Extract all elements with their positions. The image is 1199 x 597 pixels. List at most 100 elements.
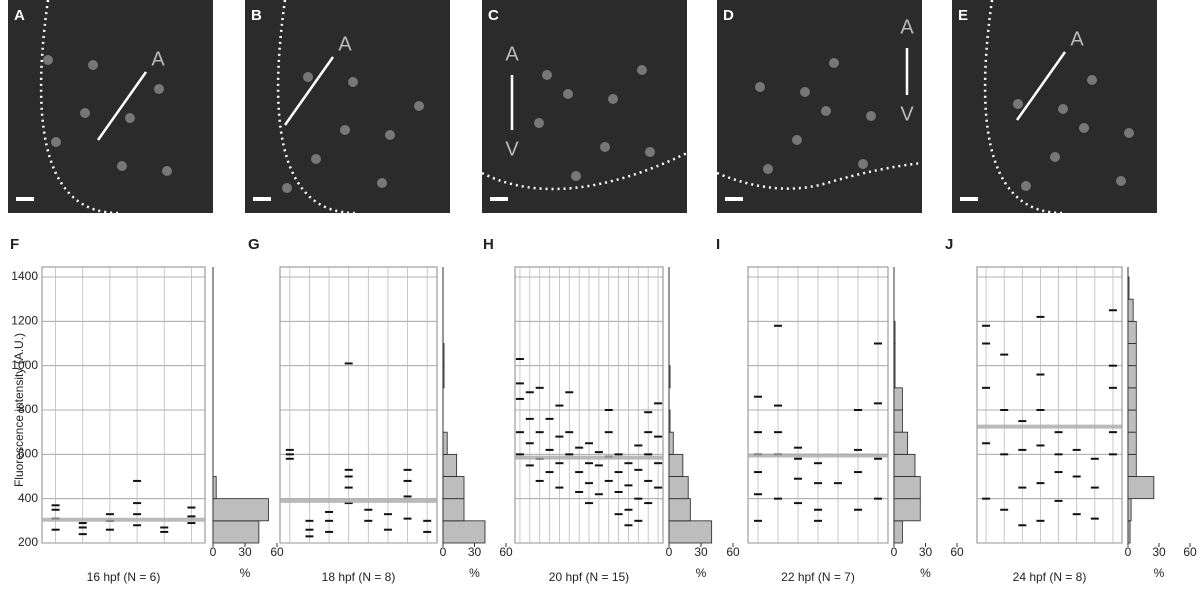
hist-bar: [893, 476, 921, 500]
image-panel: C A V: [481, 0, 688, 213]
scale-bar: [960, 197, 978, 201]
x-tick-label: 30: [238, 545, 252, 559]
boundary: [716, 161, 923, 190]
orientation-label: V: [900, 103, 914, 125]
orientation-label: A: [338, 33, 352, 55]
cell: [1124, 128, 1134, 138]
cell: [792, 135, 802, 145]
panel-label: B: [251, 7, 262, 24]
hist-bar: [212, 520, 260, 544]
cell: [600, 142, 610, 152]
hist-bar: [668, 453, 684, 477]
hist-bar: [893, 453, 916, 477]
arrow: [283, 56, 335, 126]
x-tick-label: 30: [919, 545, 933, 559]
hist-x-label: %: [240, 566, 251, 580]
image-panel: AA: [8, 0, 213, 215]
cell: [829, 58, 839, 68]
x-tick-label: 0: [1125, 545, 1132, 559]
cell: [800, 87, 810, 97]
image-panel: EA: [952, 0, 1157, 215]
orientation-label: A: [151, 48, 165, 70]
panel-label: A: [14, 7, 25, 24]
panel-label: E: [958, 7, 968, 24]
hist-bar: [668, 520, 713, 544]
plot-frame: [976, 266, 1123, 544]
hist-bar: [668, 365, 671, 389]
hist-bar: [1127, 431, 1137, 455]
cell: [1050, 152, 1060, 162]
image-panel: BA: [245, 0, 450, 215]
hist-bar: [442, 453, 458, 477]
cell: [80, 108, 90, 118]
hist-bar: [1127, 320, 1137, 344]
scale-bar: [16, 197, 34, 201]
x-tick-label: 30: [1152, 545, 1166, 559]
x-tick-label: 0: [210, 545, 217, 559]
cell: [162, 166, 172, 176]
hist-bar: [1127, 453, 1137, 477]
x-tick-label: 0: [440, 545, 447, 559]
hist-bar: [1127, 409, 1137, 433]
hist-bar: [893, 320, 896, 344]
cell: [340, 125, 350, 135]
image-panel: D A V: [716, 0, 923, 213]
hist-bar: [668, 431, 674, 455]
panel-label: D: [723, 7, 734, 24]
cell: [51, 137, 61, 147]
hist-bar: [1127, 498, 1132, 522]
hist-bar: [442, 520, 486, 544]
hist-x-label: %: [696, 566, 707, 580]
cell: [866, 111, 876, 121]
micrograph: [482, 0, 687, 213]
cell: [303, 72, 313, 82]
scale-bar: [253, 197, 271, 201]
hist-bar: [442, 365, 445, 389]
hist-bar: [1127, 343, 1137, 367]
caption: 18 hpf (N = 8): [322, 570, 396, 584]
y-tick-label: 1000: [11, 358, 38, 372]
hist-x-label: %: [469, 566, 480, 580]
x-tick-label: 0: [666, 545, 673, 559]
cell: [88, 60, 98, 70]
hist-bar: [1127, 476, 1155, 500]
cell: [755, 82, 765, 92]
hist-bar: [1127, 387, 1137, 411]
boundary: [481, 151, 688, 191]
caption: 16 hpf (N = 6): [87, 570, 161, 584]
x-tick-label: 60: [726, 545, 740, 559]
hist-bar: [893, 431, 909, 455]
panel-label: F: [10, 236, 19, 253]
cell: [1087, 75, 1097, 85]
cell: [311, 154, 321, 164]
cell: [117, 161, 127, 171]
micrograph: [952, 0, 1157, 213]
micrograph: [8, 0, 213, 213]
cell: [385, 130, 395, 140]
cell: [414, 101, 424, 111]
x-tick-label: 0: [891, 545, 898, 559]
cell: [348, 77, 358, 87]
arrow: [1015, 51, 1067, 121]
cell: [534, 118, 544, 128]
cell: [542, 70, 552, 80]
y-tick-label: 400: [18, 491, 38, 505]
panel-label: J: [945, 236, 953, 253]
hist-bar: [212, 476, 217, 500]
x-tick-label: 60: [1183, 545, 1197, 559]
arrow: [96, 71, 148, 141]
hist-bar: [1127, 520, 1131, 544]
cell: [1058, 104, 1068, 114]
hist-bar: [893, 387, 903, 411]
x-tick-label: 60: [499, 545, 513, 559]
x-tick-label: 60: [950, 545, 964, 559]
orientation-label: A: [505, 43, 519, 65]
cell: [645, 147, 655, 157]
hist-bar: [442, 476, 465, 500]
hist-bar: [893, 343, 896, 367]
caption: 24 hpf (N = 8): [1013, 570, 1087, 584]
hist-bar: [442, 498, 465, 522]
y-tick-label: 1400: [11, 269, 38, 283]
plot-frame: [41, 266, 206, 544]
hist-bar: [668, 498, 691, 522]
